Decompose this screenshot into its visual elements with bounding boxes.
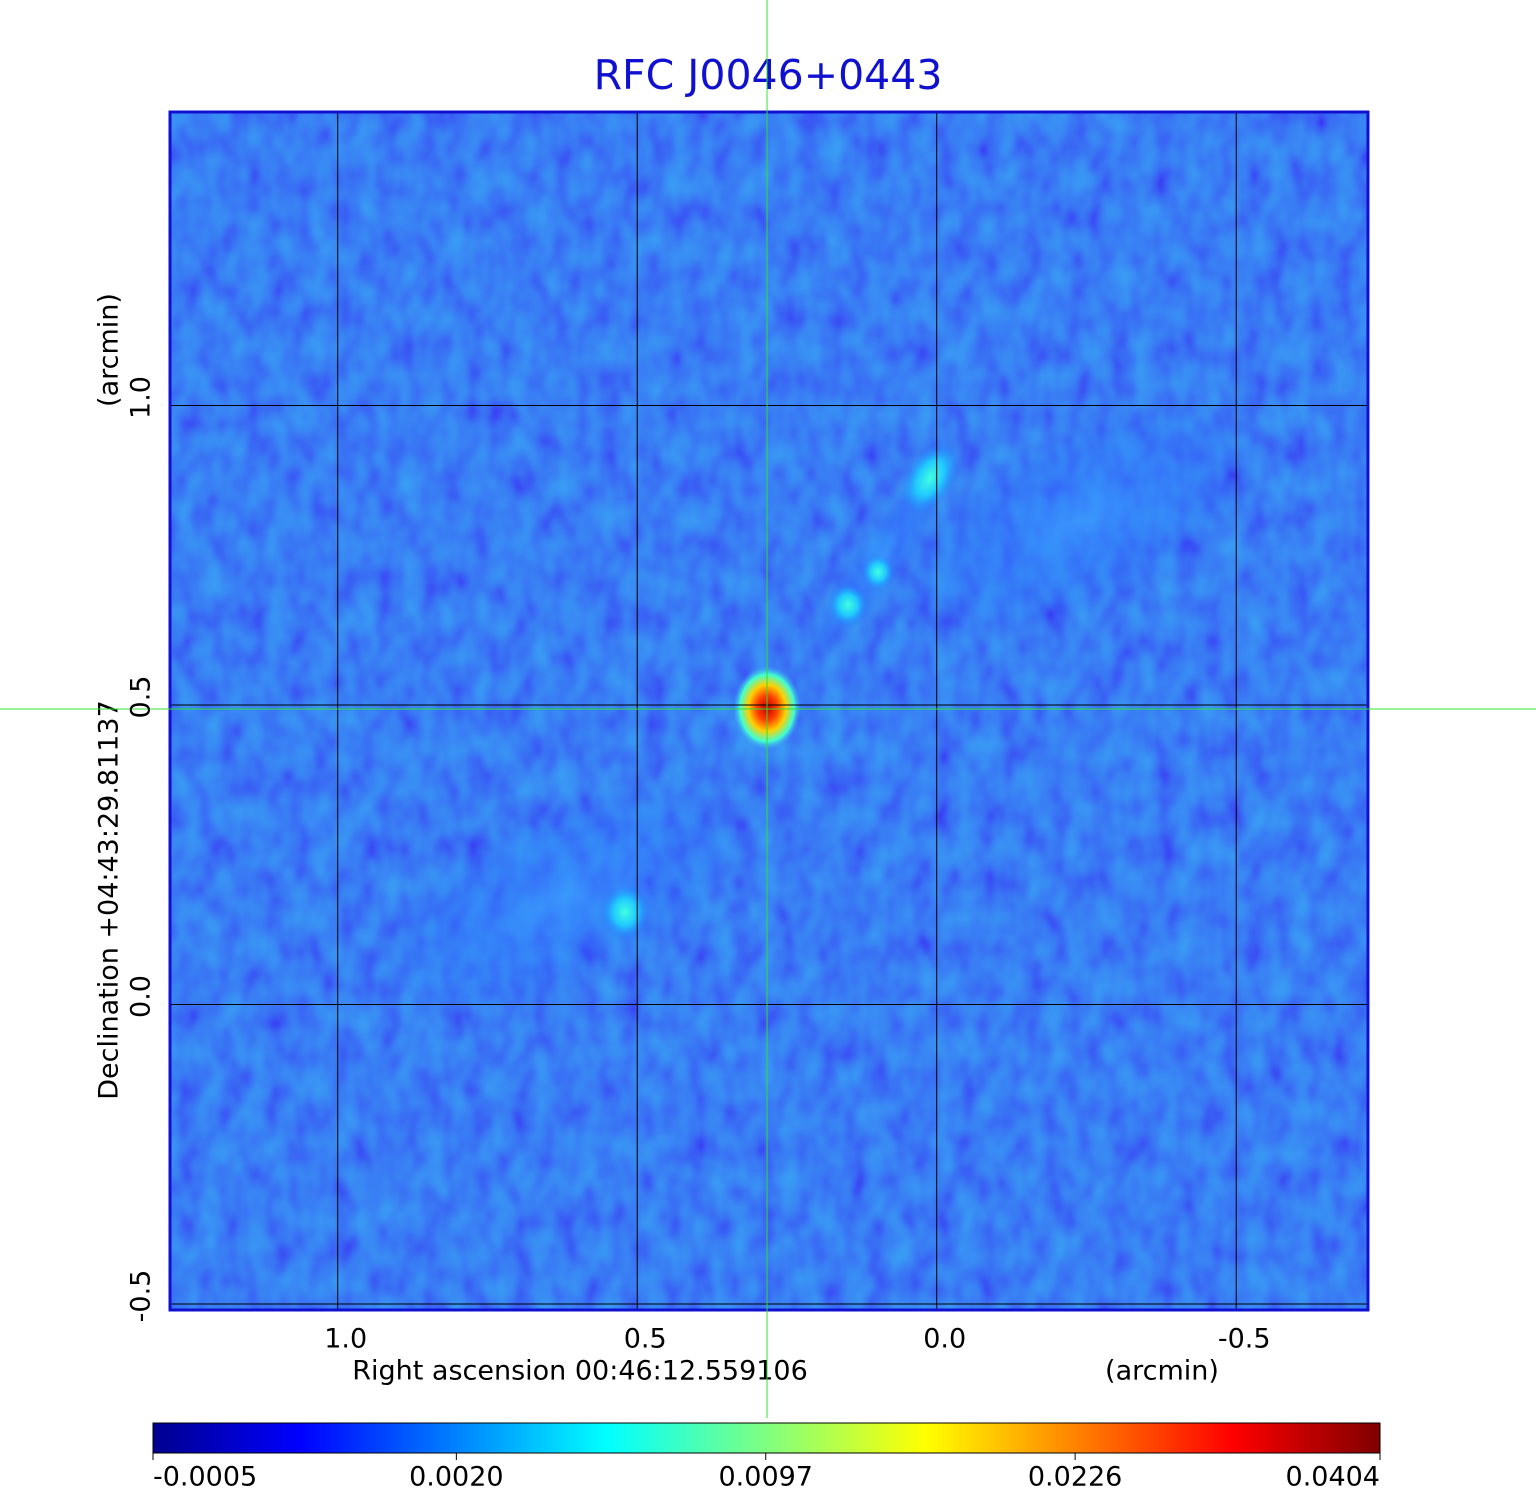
x-axis-unit: (arcmin) [1105, 1356, 1219, 1387]
colorbar-tick-label: 0.0226 [1028, 1462, 1122, 1493]
colorbar-tick-label: 0.0020 [409, 1462, 503, 1493]
x-axis-label: Right ascension 00:46:12.559106 [352, 1356, 808, 1387]
colorbar-tick-label: 0.0097 [719, 1462, 813, 1493]
y-tick-label: -0.5 [126, 1270, 157, 1323]
x-tick-label: 1.0 [324, 1324, 367, 1355]
colorbar [152, 1422, 1381, 1454]
colorbar-tick-label: 0.0404 [1286, 1462, 1380, 1493]
x-tick-label: 0.5 [624, 1324, 667, 1355]
y-tick-label: 0.0 [126, 975, 157, 1018]
image [170, 112, 1368, 1310]
x-tick-label: -0.5 [1218, 1324, 1271, 1355]
x-tick-label: 0.0 [923, 1324, 966, 1355]
colorbar-tick-label: -0.0005 [153, 1462, 257, 1493]
y-tick-label: 1.0 [126, 376, 157, 419]
plot-frame [168, 110, 1370, 1312]
y-axis-label: Declination +04:43:29.81137 [94, 700, 125, 1100]
y-axis-unit: (arcmin) [94, 293, 125, 407]
chart-title: RFC J0046+0443 [594, 51, 943, 99]
y-tick-label: 0.5 [126, 676, 157, 719]
